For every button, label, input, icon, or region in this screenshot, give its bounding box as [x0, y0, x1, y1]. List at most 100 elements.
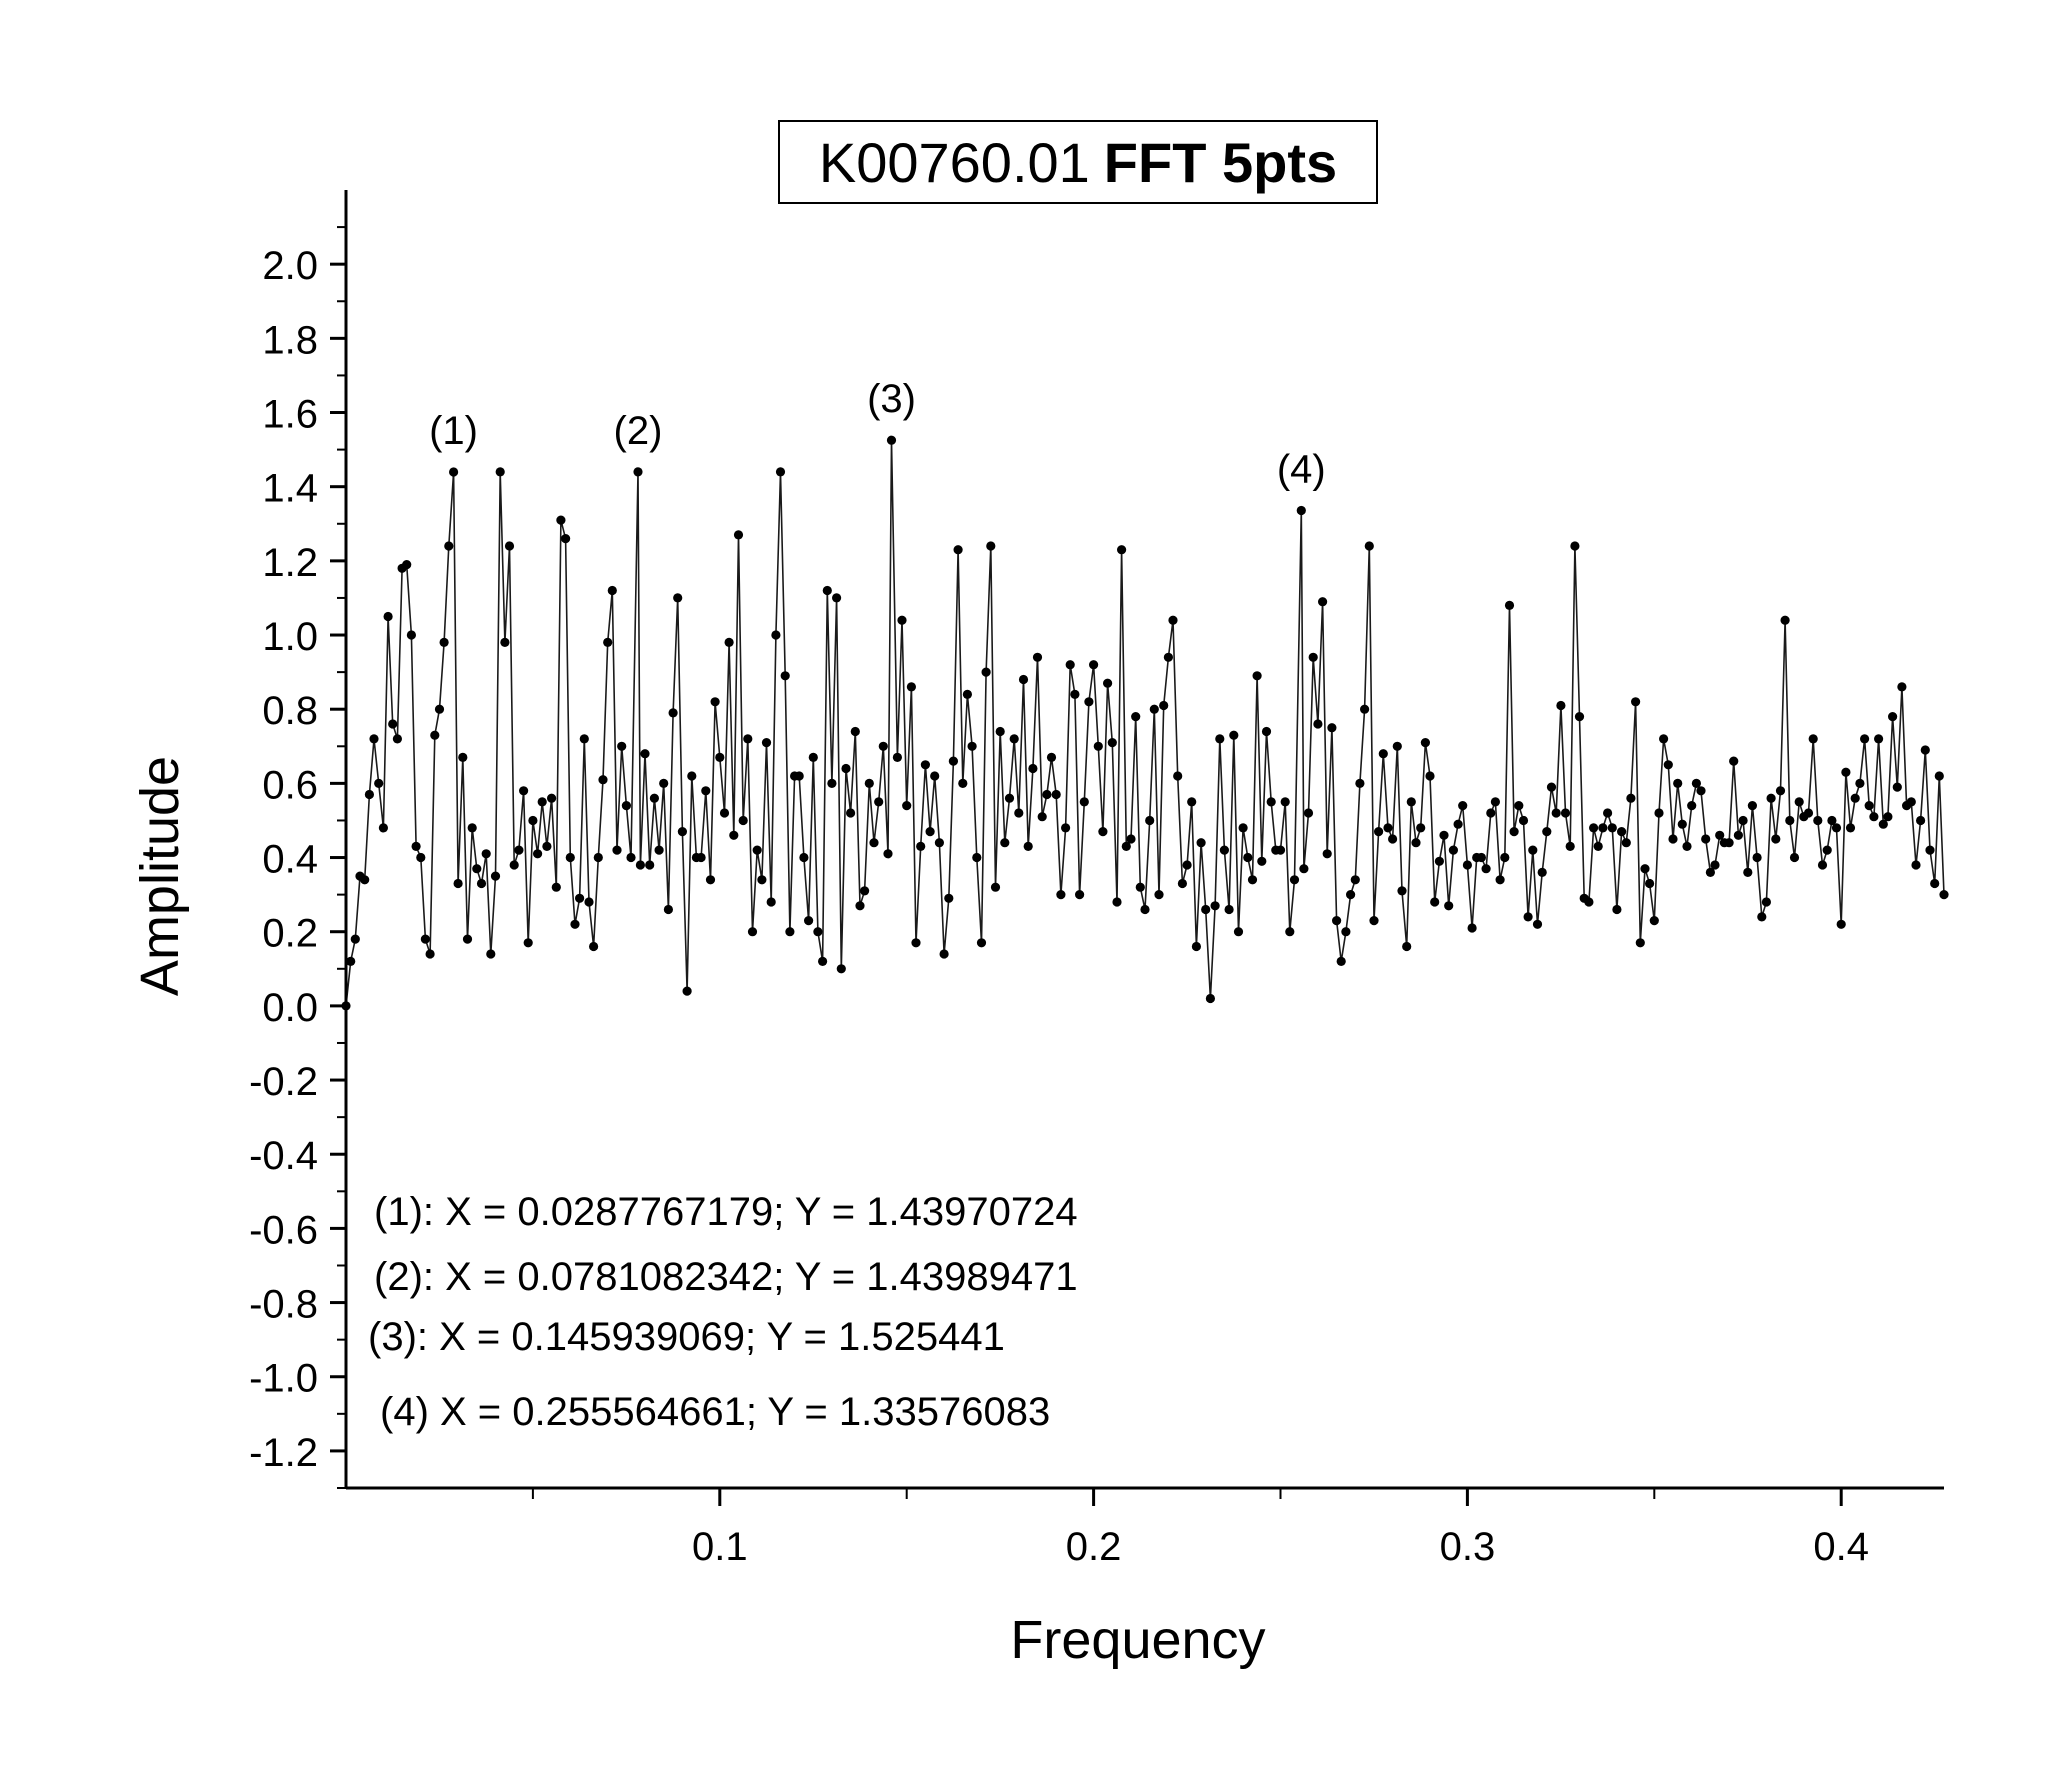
data-point [902, 801, 912, 811]
data-point [1808, 734, 1818, 744]
data-point [1252, 671, 1262, 681]
data-point [1476, 852, 1486, 863]
data-point [439, 637, 449, 648]
data-point [677, 827, 688, 837]
data-point [1654, 808, 1664, 818]
x-tick-label: 0.4 [1813, 1525, 1869, 1569]
data-point [570, 919, 580, 929]
data-point [1420, 738, 1430, 748]
data-point [1518, 815, 1529, 826]
data-point [1439, 830, 1449, 840]
data-point [827, 778, 837, 789]
data-point [1677, 819, 1687, 829]
data-point [1126, 834, 1136, 844]
data-point [1266, 797, 1276, 807]
data-point [897, 615, 907, 625]
data-point [1117, 545, 1127, 555]
data-point [1528, 845, 1538, 855]
data-point [1598, 823, 1608, 833]
data-point [1289, 875, 1300, 885]
y-tick-label: -1.0 [249, 1357, 318, 1401]
data-point [1121, 841, 1131, 852]
data-point [1621, 838, 1631, 848]
data-point [1845, 823, 1856, 833]
x-tick-label: 0.2 [1066, 1525, 1122, 1569]
data-point [1771, 834, 1781, 844]
data-point [633, 467, 643, 477]
axes [344, 190, 1944, 1490]
data-point [1070, 689, 1080, 700]
peak-labels: (1) (2) (3) (4) [429, 377, 1326, 491]
data-point [1514, 801, 1524, 811]
data-point [603, 637, 613, 648]
data-point [771, 630, 781, 640]
data-point [411, 841, 421, 852]
data-point [383, 611, 393, 622]
data-point [948, 756, 959, 766]
data-point [925, 827, 935, 837]
data-point [1752, 852, 1762, 863]
data-point [434, 704, 445, 714]
data-point [958, 778, 968, 789]
data-point [360, 875, 370, 885]
data-point [1406, 797, 1416, 807]
y-tick-label: 1.4 [262, 467, 318, 511]
data-point [976, 938, 987, 948]
data-point [584, 897, 594, 907]
data-point [1238, 823, 1248, 833]
data-point [878, 741, 888, 751]
data-point [1327, 723, 1337, 733]
data-point [794, 771, 804, 781]
data-point [1883, 812, 1893, 822]
data-point [420, 934, 430, 944]
data-point [1775, 786, 1786, 796]
data-point [640, 749, 650, 759]
data-point [1738, 815, 1748, 826]
data-point [710, 697, 720, 707]
data-point [836, 964, 846, 974]
y-axis-ticks: -1.2 -1.0 -0.8 -0.6 -0.4 -0.2 0.0 0.2 0.4 0.6 0.8 1… [249, 226, 346, 1489]
data-point [696, 852, 706, 863]
data-point [1402, 941, 1412, 952]
data-point [472, 864, 482, 874]
data-point [1065, 660, 1075, 670]
data-point [1168, 615, 1178, 625]
data-point [1177, 878, 1187, 889]
data-point [1360, 704, 1370, 714]
data-point [1093, 741, 1103, 751]
data-point [542, 841, 552, 852]
data-point [1448, 845, 1458, 855]
data-point [832, 593, 842, 603]
data-point [1336, 956, 1346, 967]
data-point [1785, 815, 1795, 826]
data-point [1523, 912, 1533, 922]
data-point [1149, 704, 1159, 714]
data-point [1210, 901, 1220, 911]
data-point [579, 734, 589, 744]
data-point [1673, 778, 1683, 789]
data-point [495, 467, 505, 477]
data-point [1612, 904, 1622, 915]
data-point [1261, 726, 1272, 737]
data-point [476, 878, 487, 889]
data-point [841, 763, 851, 774]
data-point [892, 752, 903, 763]
data-point [668, 708, 678, 718]
data-point [1659, 734, 1669, 744]
data-point [1196, 838, 1206, 848]
data-point [425, 949, 435, 959]
data-point [1831, 823, 1842, 833]
data-point [1103, 678, 1113, 688]
data-point [1051, 789, 1061, 800]
data-point [1061, 823, 1071, 833]
y-tick-label: 0.8 [262, 689, 318, 733]
data-point [1191, 941, 1201, 952]
data-point [346, 956, 356, 967]
y-tick-label: 0.2 [262, 912, 318, 956]
data-point [416, 852, 426, 863]
data-point [1916, 815, 1926, 826]
y-tick-label: 0.6 [262, 763, 318, 807]
data-point [1154, 890, 1164, 900]
data-point [1425, 771, 1435, 781]
